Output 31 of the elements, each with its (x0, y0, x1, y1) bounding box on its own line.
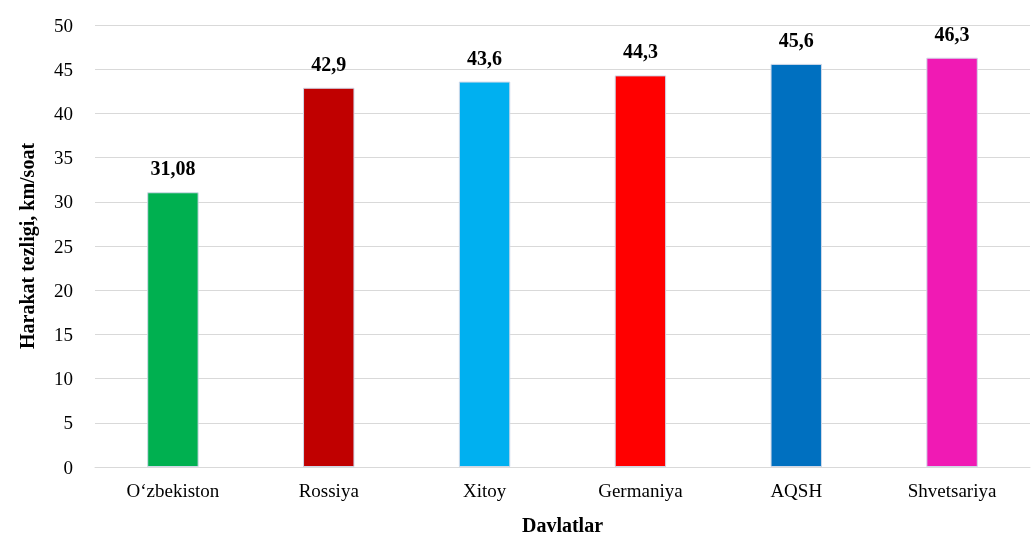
x-tick-label: Germaniya (598, 480, 684, 501)
bar (926, 57, 978, 467)
data-label: 43,6 (467, 46, 503, 69)
bar (614, 75, 667, 467)
y-tick-label: 0 (63, 456, 73, 478)
data-label: 45,6 (778, 28, 814, 51)
y-tick-label: 35 (54, 147, 73, 169)
x-tick-label: Xitoy (462, 480, 507, 501)
y-tick-label: 30 (54, 191, 73, 213)
bar (147, 192, 199, 467)
y-tick-label: 15 (54, 323, 73, 345)
x-tick-label: AQSH (770, 480, 823, 501)
data-label: 44,3 (622, 40, 658, 63)
x-axis-title: Davlatlar (521, 514, 604, 536)
y-tick-label: 25 (54, 235, 73, 257)
y-tick-label: 50 (54, 14, 73, 36)
y-tick-label: 10 (54, 368, 73, 390)
bar (770, 63, 822, 467)
x-tick-label: O‘zbekiston (126, 480, 220, 501)
x-tick-label: Shvetsariya (907, 480, 997, 501)
bar (303, 87, 355, 467)
y-axis-title: Harakat tezligi, km/soat (16, 142, 39, 350)
y-tick-label: 45 (54, 58, 73, 80)
y-tick-label: 40 (54, 102, 73, 124)
data-label: 42,9 (311, 52, 347, 75)
bar (458, 81, 511, 467)
y-tick-label: 5 (63, 412, 73, 434)
y-tick-label: 20 (54, 279, 73, 301)
data-label: 46,3 (934, 22, 970, 45)
x-tick-label: Rossiya (298, 480, 360, 501)
data-label: 31,08 (150, 157, 196, 180)
